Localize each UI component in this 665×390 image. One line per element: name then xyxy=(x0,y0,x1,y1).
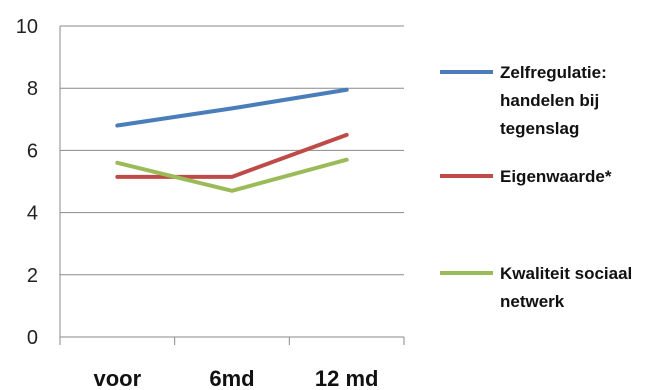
x-category-label: 12 md xyxy=(315,366,379,390)
data-point xyxy=(346,89,348,91)
legend-label: Eigenwaarde* xyxy=(500,167,612,186)
x-axis-categories: voor 6md 12 md xyxy=(93,366,378,390)
data-point xyxy=(116,162,118,164)
series-line-0 xyxy=(115,87,349,128)
legend-label: tegenslag xyxy=(500,119,579,138)
axes xyxy=(59,26,405,345)
data-point xyxy=(231,190,233,192)
data-point xyxy=(231,176,233,178)
legend-label: netwerk xyxy=(500,292,565,311)
legend-label: handelen bij xyxy=(500,91,599,110)
data-point xyxy=(231,107,233,109)
legend-label: Kwaliteit sociaal xyxy=(500,264,632,283)
data-point xyxy=(346,134,348,136)
data-point xyxy=(116,125,118,127)
y-tick-label: 10 xyxy=(16,16,38,38)
y-tick-label: 6 xyxy=(27,140,38,162)
legend: Zelfregulatie: handelen bij tegenslag Eigen… xyxy=(440,63,632,311)
y-tick-label: 2 xyxy=(27,265,38,287)
gridlines xyxy=(60,25,404,276)
y-axis-ticks: 0 2 4 6 8 10 xyxy=(16,16,38,349)
x-category-label: voor xyxy=(93,366,141,390)
data-point xyxy=(116,176,118,178)
y-tick-label: 4 xyxy=(27,203,38,225)
y-tick-label: 8 xyxy=(27,78,38,100)
y-tick-label: 0 xyxy=(27,327,38,349)
series-lines xyxy=(115,87,349,193)
legend-label: Zelfregulatie: xyxy=(500,63,607,82)
data-point xyxy=(346,159,348,161)
x-category-label: 6md xyxy=(209,366,254,390)
